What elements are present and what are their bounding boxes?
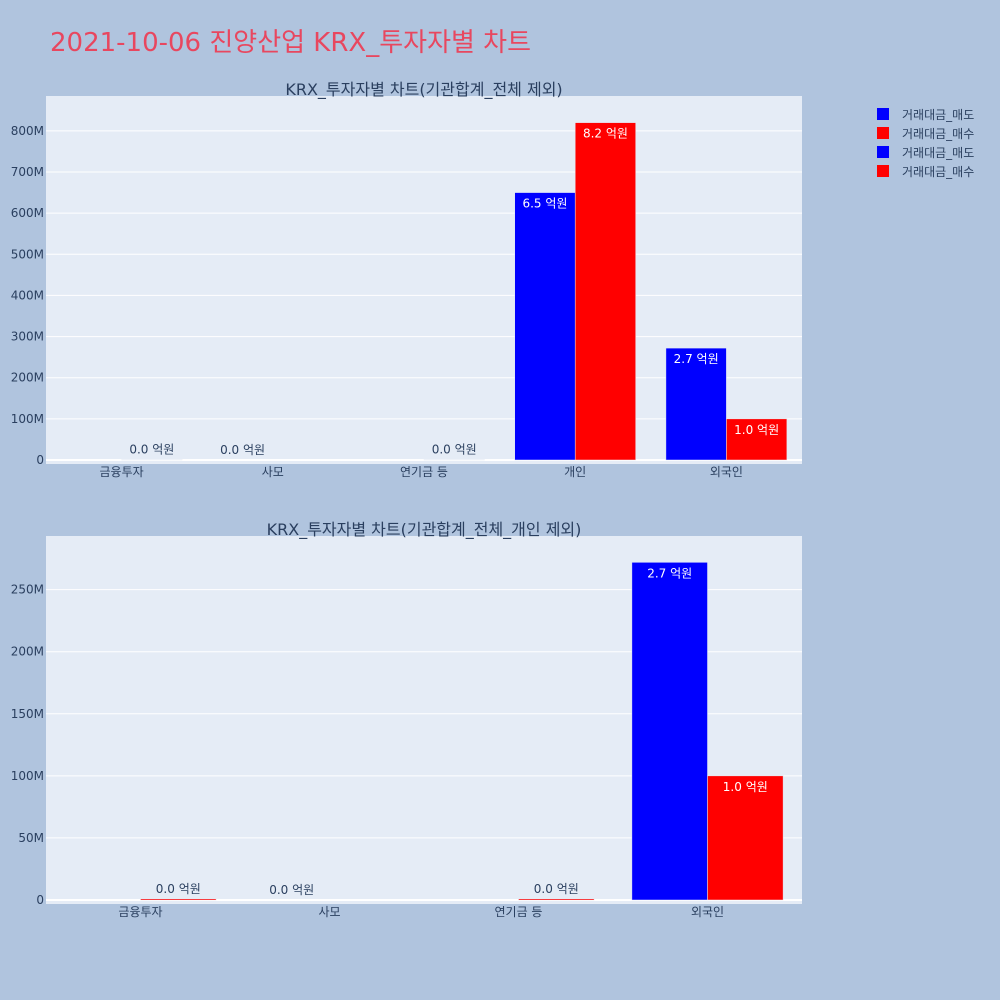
legend-label: 거래대금_매수	[902, 165, 974, 179]
subplot-title: KRX_투자자별 차트(기관합계_전체 제외)	[285, 80, 562, 100]
legend-label: 거래대금_매도	[902, 108, 974, 122]
x-tick-label: 연기금 등	[400, 465, 448, 479]
x-tick-label: 사모	[262, 465, 284, 479]
legend-label: 거래대금_매수	[902, 127, 974, 141]
bar-buy	[707, 775, 784, 901]
y-tick-label: 200M	[11, 645, 44, 659]
bar-buy	[518, 898, 595, 901]
y-tick-label: 300M	[11, 330, 44, 344]
x-tick-label: 개인	[564, 465, 586, 479]
y-tick-label: 700M	[11, 165, 44, 179]
y-tick-label: 0	[36, 453, 44, 467]
bar-data-label: 8.2 억원	[583, 127, 628, 141]
legend-label: 거래대금_매도	[902, 146, 974, 160]
bar-data-label: 6.5 억원	[522, 197, 567, 211]
bar-data-label: 1.0 억원	[723, 780, 768, 794]
x-tick-label: 사모	[318, 905, 340, 919]
x-tick-label: 금융투자	[100, 465, 144, 479]
subplot-title: KRX_투자자별 차트(기관합계_전체_개인 제외)	[267, 520, 582, 540]
legend-swatch	[877, 165, 889, 177]
y-tick-label: 250M	[11, 583, 44, 597]
x-tick-label: 외국인	[691, 905, 724, 919]
bar-sell	[665, 347, 727, 461]
bar-buy	[726, 418, 788, 461]
y-tick-label: 100M	[11, 412, 44, 426]
y-tick-label: 500M	[11, 247, 44, 261]
bar-sell	[514, 192, 576, 461]
y-tick-label: 200M	[11, 371, 44, 385]
bar-buy	[574, 122, 636, 461]
legend-swatch	[877, 127, 889, 139]
y-tick-label: 0	[36, 893, 44, 907]
x-tick-label: 외국인	[710, 465, 743, 479]
y-tick-label: 400M	[11, 288, 44, 302]
bar-data-label: 0.0 억원	[129, 443, 174, 457]
y-tick-label: 50M	[18, 831, 44, 845]
y-tick-label: 600M	[11, 206, 44, 220]
bar-data-label: 0.0 억원	[432, 443, 477, 457]
bar-data-label: 2.7 억원	[674, 352, 719, 366]
bar-data-label: 0.0 억원	[156, 882, 201, 896]
legend-swatch	[877, 146, 889, 158]
legend-swatch	[877, 108, 889, 120]
y-tick-label: 100M	[11, 769, 44, 783]
y-tick-label: 800M	[11, 124, 44, 138]
page-title: 2021-10-06 진양산업 KRX_투자자별 차트	[50, 28, 532, 58]
x-tick-label: 금융투자	[118, 905, 162, 919]
bar-data-label: 0.0 억원	[534, 882, 579, 896]
bar-data-label: 0.0 억원	[220, 443, 265, 457]
bar-data-label: 0.0 억원	[269, 883, 314, 897]
bar-sell	[631, 562, 708, 901]
y-tick-label: 150M	[11, 707, 44, 721]
chart-panel-1: 0 100M 200M 300M 400M 500M 600M 700M 800M KRX_투자자…	[11, 80, 802, 479]
x-tick-label: 연기금 등	[495, 905, 543, 919]
bar-data-label: 1.0 억원	[734, 423, 779, 437]
chart-panel-2: 0 50M 100M 150M 200M 250M KRX_투자자별 차트(기관합계_전체_…	[11, 520, 802, 919]
bar-data-label: 2.7 억원	[647, 566, 692, 580]
bar-buy	[140, 898, 217, 901]
